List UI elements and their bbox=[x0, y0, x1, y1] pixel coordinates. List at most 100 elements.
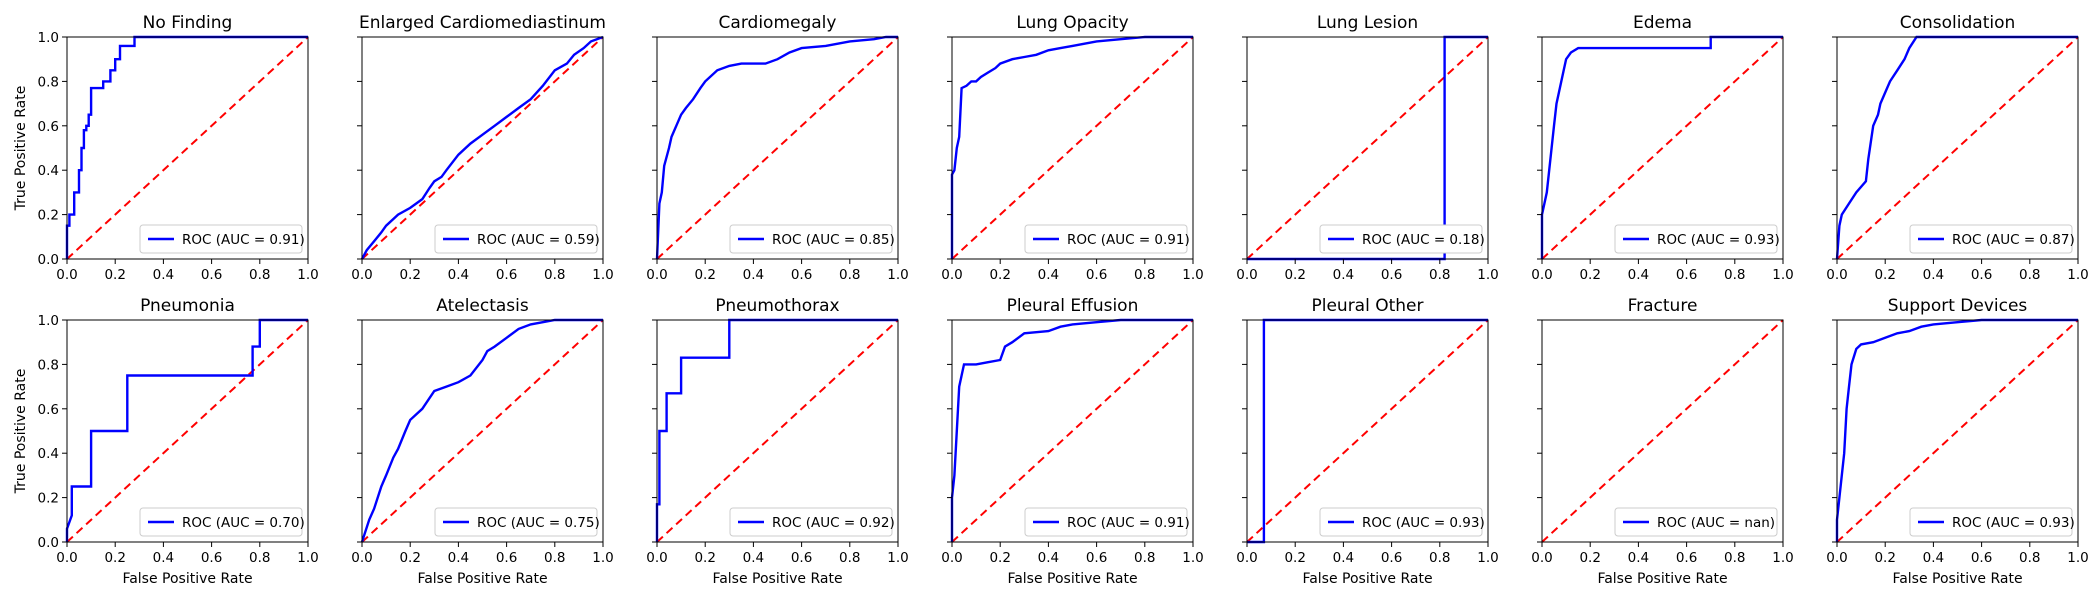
x-tick-label: 0.4 bbox=[448, 267, 469, 283]
y-tick-label: 0.2 bbox=[38, 491, 59, 507]
x-tick-label: 0.0 bbox=[1826, 550, 1847, 566]
x-tick-label: 0.6 bbox=[1086, 550, 1107, 566]
legend-label: ROC (AUC = 0.91) bbox=[182, 232, 305, 248]
legend: ROC (AUC = 0.93) bbox=[1319, 507, 1485, 537]
x-tick-label: 0.2 bbox=[104, 267, 125, 283]
axes-frame bbox=[361, 319, 604, 543]
axes-frame bbox=[1246, 319, 1489, 543]
legend-box bbox=[1319, 507, 1483, 537]
x-tick-label: 0.4 bbox=[1628, 550, 1649, 566]
x-tick-label: 0.2 bbox=[399, 267, 420, 283]
legend-box bbox=[434, 507, 598, 537]
y-tick-label: 0.4 bbox=[38, 163, 59, 179]
x-tick-label: 0.8 bbox=[1724, 267, 1745, 283]
y-tick-label: 0.6 bbox=[38, 119, 59, 135]
x-tick-label: 0.2 bbox=[1874, 550, 1895, 566]
x-tick-label: 0.4 bbox=[1628, 267, 1649, 283]
x-tick-label: 0.0 bbox=[1236, 550, 1257, 566]
roc-curve bbox=[1835, 35, 2078, 260]
x-tick-label: 1.0 bbox=[1182, 267, 1203, 283]
x-tick-label: 0.6 bbox=[1971, 267, 1992, 283]
subplot: Enlarged Cardiomediastinum 0.0 0.2 0.4 0.6 0.… bbox=[351, 13, 613, 283]
x-axis-label: False Positive Rate bbox=[417, 571, 547, 587]
x-tick-label: 1.0 bbox=[887, 550, 908, 566]
legend-label: ROC (AUC = 0.70) bbox=[182, 515, 305, 531]
x-tick-label: 0.8 bbox=[2019, 267, 2040, 283]
legend: ROC (AUC = 0.91) bbox=[1024, 224, 1190, 254]
legend: ROC (AUC = 0.93) bbox=[1614, 224, 1780, 254]
x-tick-label: 1.0 bbox=[1772, 550, 1793, 566]
legend-box bbox=[1319, 224, 1483, 254]
x-tick-label: 1.0 bbox=[1477, 267, 1498, 283]
subplot: Pleural Effusion 0.0 0.2 0.4 0.6 0.8 1.0 False … bbox=[941, 296, 1203, 587]
x-tick-label: 0.2 bbox=[694, 550, 715, 566]
chance-line bbox=[656, 319, 899, 543]
x-tick-label: 1.0 bbox=[1477, 550, 1498, 566]
x-tick-label: 1.0 bbox=[592, 550, 613, 566]
roc-curve bbox=[950, 318, 1193, 542]
x-tick-label: 1.0 bbox=[592, 267, 613, 283]
subplot-title: Support Devices bbox=[1888, 296, 2028, 316]
legend-label: ROC (AUC = 0.18) bbox=[1362, 232, 1485, 248]
x-tick-label: 0.4 bbox=[1923, 550, 1944, 566]
axes-frame bbox=[1246, 36, 1489, 260]
chance-line bbox=[1541, 36, 1784, 260]
legend: ROC (AUC = 0.91) bbox=[139, 224, 305, 254]
axes-frame bbox=[951, 36, 1194, 260]
subplot: Edema 0.0 0.2 0.4 0.6 0.8 1.0 ROC (AUC = 0.93) bbox=[1531, 13, 1793, 283]
x-tick-label: 0.4 bbox=[448, 550, 469, 566]
subplot: No Finding 0.0 0.2 0.4 0.6 0.8 1.0 0.0 0.2 0.4 0.6… bbox=[13, 13, 319, 283]
x-tick-label: 0.2 bbox=[104, 550, 125, 566]
legend: ROC (AUC = nan) bbox=[1614, 507, 1778, 537]
x-tick-label: 0.4 bbox=[1333, 550, 1354, 566]
x-tick-label: 0.2 bbox=[989, 550, 1010, 566]
x-tick-label: 0.0 bbox=[1531, 267, 1552, 283]
x-axis-label: False Positive Rate bbox=[1892, 571, 2022, 587]
x-tick-label: 0.8 bbox=[544, 267, 565, 283]
x-axis-label: False Positive Rate bbox=[1007, 571, 1137, 587]
legend-label: ROC (AUC = nan) bbox=[1657, 515, 1775, 531]
x-tick-label: 0.4 bbox=[743, 550, 764, 566]
x-tick-label: 0.2 bbox=[399, 550, 420, 566]
x-tick-label: 0.4 bbox=[1333, 267, 1354, 283]
chance-line bbox=[66, 319, 309, 543]
x-tick-label: 0.8 bbox=[839, 550, 860, 566]
y-axis-label: True Positive Rate bbox=[13, 86, 29, 212]
y-tick-label: 1.0 bbox=[38, 30, 59, 46]
x-tick-label: 0.8 bbox=[1429, 267, 1450, 283]
x-tick-label: 0.8 bbox=[249, 267, 270, 283]
x-tick-label: 0.2 bbox=[1874, 267, 1895, 283]
y-tick-label: 0.4 bbox=[38, 446, 59, 462]
subplot-title: Consolidation bbox=[1900, 13, 2016, 33]
x-tick-label: 0.6 bbox=[496, 550, 517, 566]
x-tick-label: 1.0 bbox=[297, 550, 318, 566]
x-tick-label: 0.0 bbox=[941, 267, 962, 283]
roc-curve bbox=[65, 35, 308, 259]
axes-frame bbox=[951, 319, 1194, 543]
y-tick-label: 0.8 bbox=[38, 74, 59, 90]
legend-label: ROC (AUC = 0.93) bbox=[1952, 515, 2075, 531]
x-tick-label: 1.0 bbox=[2067, 267, 2088, 283]
x-tick-label: 0.2 bbox=[1579, 550, 1600, 566]
legend: ROC (AUC = 0.59) bbox=[434, 224, 600, 254]
legend-label: ROC (AUC = 0.75) bbox=[477, 515, 600, 531]
legend-box bbox=[1024, 507, 1188, 537]
chance-line bbox=[66, 36, 309, 260]
x-tick-label: 0.8 bbox=[839, 267, 860, 283]
x-tick-label: 1.0 bbox=[1772, 267, 1793, 283]
subplot: Pneumothorax 0.0 0.2 0.4 0.6 0.8 1.0 False Posi… bbox=[646, 296, 908, 587]
roc-curve bbox=[1540, 35, 1783, 259]
x-tick-label: 0.0 bbox=[1531, 550, 1552, 566]
subplot: Pneumonia 0.0 0.2 0.4 0.6 0.8 1.0 0.0 0.2 0.4 0.6 0… bbox=[13, 296, 319, 587]
y-tick-label: 0.0 bbox=[38, 535, 59, 551]
x-tick-label: 0.6 bbox=[496, 267, 517, 283]
x-tick-label: 0.6 bbox=[201, 550, 222, 566]
roc-curve bbox=[655, 35, 898, 260]
x-tick-label: 0.8 bbox=[544, 550, 565, 566]
subplot: Lung Opacity 0.0 0.2 0.4 0.6 0.8 1.0 ROC (AUC =… bbox=[941, 13, 1203, 283]
x-tick-label: 0.8 bbox=[1134, 267, 1155, 283]
x-tick-label: 0.8 bbox=[249, 550, 270, 566]
x-tick-label: 0.2 bbox=[989, 267, 1010, 283]
subplot: Support Devices 0.0 0.2 0.4 0.6 0.8 1.0 False P… bbox=[1826, 296, 2088, 587]
